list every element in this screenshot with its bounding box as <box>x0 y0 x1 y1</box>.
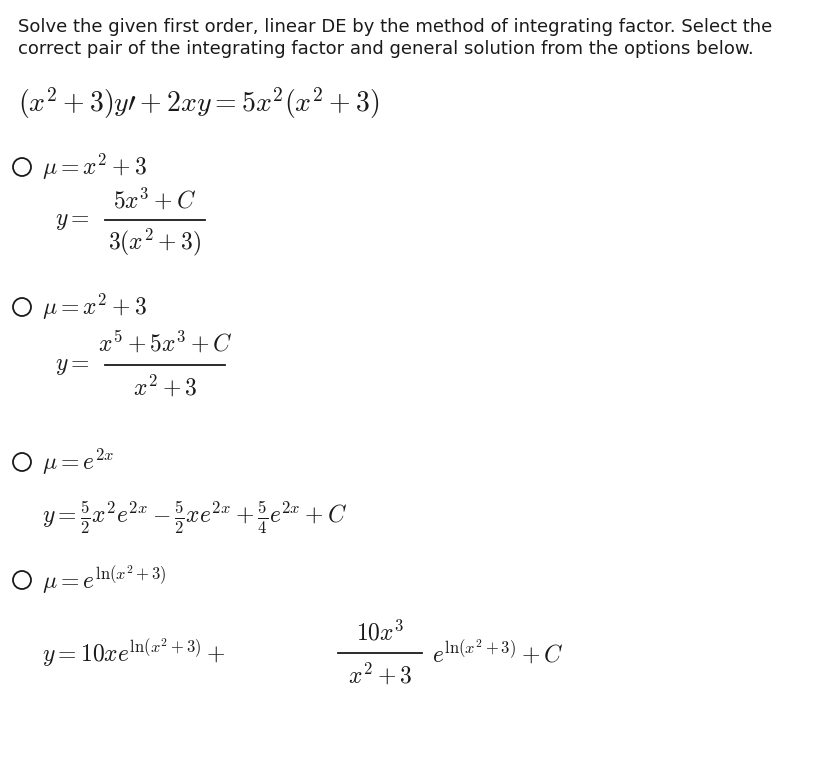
Text: Solve the given first order, linear DE by the method of integrating factor. Sele: Solve the given first order, linear DE b… <box>18 18 771 36</box>
Text: $\mu = e^{\ln(x^2+3)}$: $\mu = e^{\ln(x^2+3)}$ <box>42 564 166 596</box>
Text: correct pair of the integrating factor and general solution from the options bel: correct pair of the integrating factor a… <box>18 40 753 58</box>
Text: $x^2+3$: $x^2+3$ <box>133 374 197 400</box>
Text: $\mu = x^2+3$: $\mu = x^2+3$ <box>42 292 147 322</box>
Text: $\mu = e^{2x}$: $\mu = e^{2x}$ <box>42 447 114 477</box>
Text: $y =$: $y =$ <box>55 353 89 377</box>
Text: $(x^2+3)y\prime + 2xy = 5x^2(x^2+3)$: $(x^2+3)y\prime + 2xy = 5x^2(x^2+3)$ <box>18 85 378 121</box>
Text: $x^5+5x^3+C$: $x^5+5x^3+C$ <box>97 330 232 356</box>
Text: $e^{\ln(x^2+3)} + C$: $e^{\ln(x^2+3)} + C$ <box>432 639 563 668</box>
Text: $y = 10xe^{\ln(x^2+3)} +$: $y = 10xe^{\ln(x^2+3)} +$ <box>42 637 225 669</box>
Text: $y =$: $y =$ <box>55 208 89 232</box>
Text: $3(x^2+3)$: $3(x^2+3)$ <box>108 226 201 258</box>
Text: $5x^3+C$: $5x^3+C$ <box>113 187 197 213</box>
Text: $y = \frac{5}{2}x^2e^{2x} - \frac{5}{2}xe^{2x} + \frac{5}{4}e^{2x} + C$: $y = \frac{5}{2}x^2e^{2x} - \frac{5}{2}x… <box>42 500 347 536</box>
Text: $10x^3$: $10x^3$ <box>355 621 404 645</box>
Text: $x^2+3$: $x^2+3$ <box>347 662 412 688</box>
Text: $\mu = x^2+3$: $\mu = x^2+3$ <box>42 152 147 182</box>
